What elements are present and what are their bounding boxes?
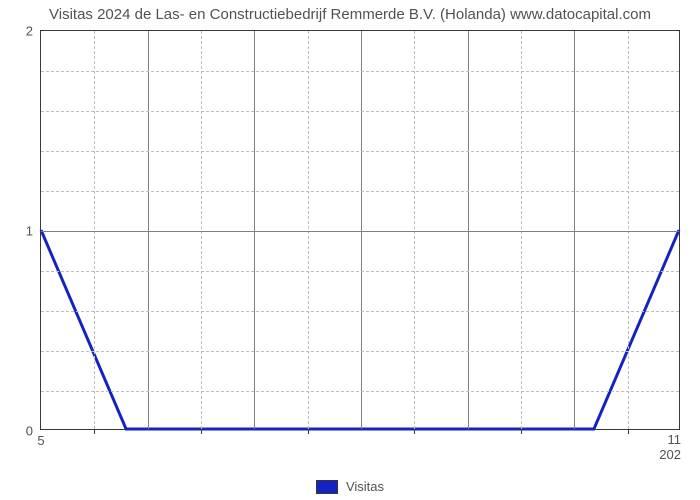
visits-chart: Visitas 2024 de Las- en Constructiebedri… bbox=[0, 0, 700, 500]
grid-v-major bbox=[361, 31, 362, 429]
grid-h-minor bbox=[41, 351, 679, 352]
x-tick-mark bbox=[201, 429, 202, 434]
chart-title: Visitas 2024 de Las- en Constructiebedri… bbox=[0, 6, 700, 23]
grid-h-minor bbox=[41, 111, 679, 112]
grid-h-minor bbox=[41, 71, 679, 72]
y-tick-label: 1 bbox=[26, 224, 33, 239]
grid-v-minor bbox=[521, 31, 522, 429]
x-tick-label-right: 11202 bbox=[659, 433, 681, 463]
grid-v-minor bbox=[414, 31, 415, 429]
grid-v-minor bbox=[201, 31, 202, 429]
y-tick-label: 0 bbox=[26, 424, 33, 439]
x-tick-mark bbox=[94, 429, 95, 434]
grid-v-major bbox=[254, 31, 255, 429]
legend: Visitas bbox=[0, 479, 700, 494]
x-tick-mark bbox=[521, 429, 522, 434]
grid-h-major bbox=[41, 231, 679, 232]
x-tick-label-right-top: 11 bbox=[659, 433, 681, 448]
x-tick-label-right-bottom: 202 bbox=[659, 448, 681, 463]
series-line bbox=[41, 31, 679, 429]
grid-h-minor bbox=[41, 311, 679, 312]
plot-area: 012511202 bbox=[40, 30, 680, 430]
legend-label: Visitas bbox=[346, 479, 384, 494]
grid-v-minor bbox=[94, 31, 95, 429]
y-tick-label: 2 bbox=[26, 24, 33, 39]
grid-h-minor bbox=[41, 151, 679, 152]
grid-h-minor bbox=[41, 191, 679, 192]
grid-v-major bbox=[574, 31, 575, 429]
x-tick-mark bbox=[628, 429, 629, 434]
grid-v-major bbox=[148, 31, 149, 429]
legend-swatch bbox=[316, 480, 338, 494]
grid-v-minor bbox=[308, 31, 309, 429]
grid-v-major bbox=[468, 31, 469, 429]
grid-h-minor bbox=[41, 391, 679, 392]
x-tick-mark bbox=[308, 429, 309, 434]
grid-h-minor bbox=[41, 271, 679, 272]
x-tick-mark bbox=[414, 429, 415, 434]
grid-v-minor bbox=[628, 31, 629, 429]
x-tick-label-left: 5 bbox=[37, 433, 44, 448]
